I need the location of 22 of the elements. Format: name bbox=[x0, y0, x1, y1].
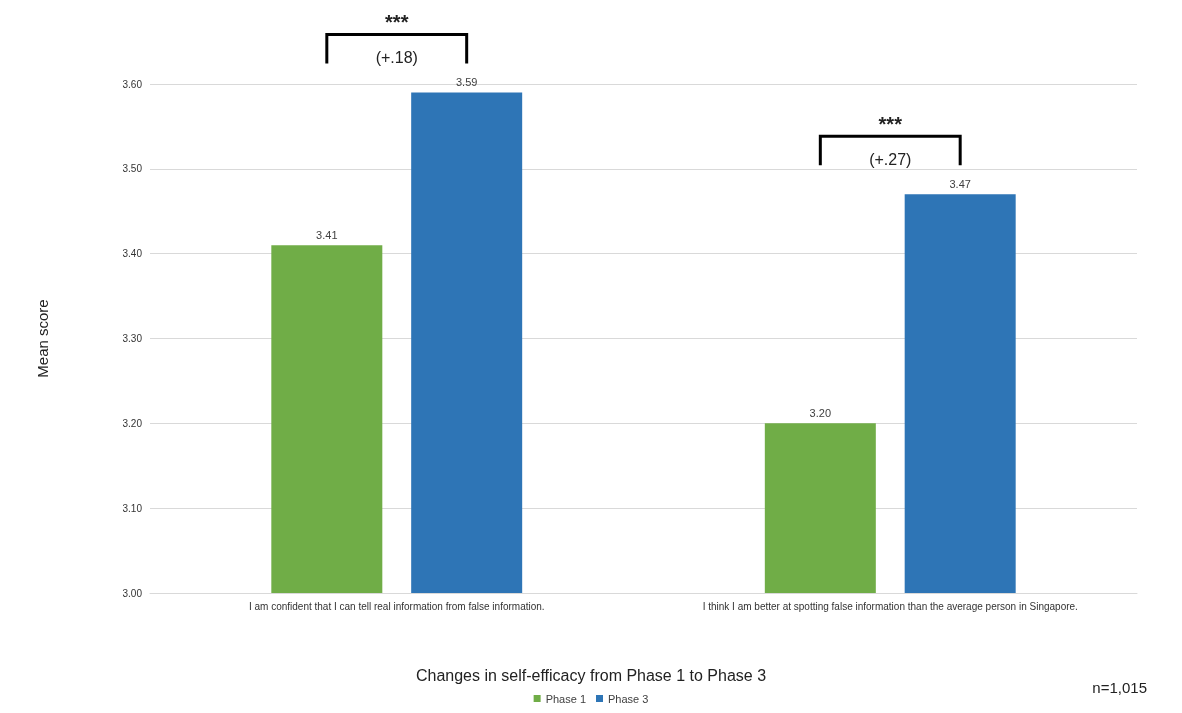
data-label: 3.20 bbox=[809, 406, 832, 419]
annotation: *** bbox=[878, 113, 903, 136]
y-tick-label: 3.50 bbox=[122, 163, 143, 175]
y-tick-label: 3.60 bbox=[122, 78, 143, 90]
y-tick-label: 3.10 bbox=[122, 502, 143, 514]
data-label: 3.47 bbox=[949, 177, 971, 190]
x-tick-label: I am confident that I can tell real information from false information. bbox=[248, 600, 545, 612]
data-label: 3.59 bbox=[455, 75, 478, 88]
x-tick-label: I think I am better at spotting false information than the average person in Singapore. bbox=[702, 600, 1078, 612]
y-tick-label: 3.30 bbox=[122, 333, 143, 344]
legend-label: Phase 3 bbox=[608, 692, 649, 705]
y-tick-label: 3.00 bbox=[122, 587, 143, 599]
y-axis-title: Mean score bbox=[34, 299, 51, 378]
y-tick-label: 3.40 bbox=[122, 248, 143, 260]
y-tick-label: 3.20 bbox=[122, 417, 143, 429]
data-label: 3.41 bbox=[316, 228, 338, 241]
x-axis-title: Changes in self-efficacy from Phase 1 to Phase 3 bbox=[415, 666, 767, 684]
text: n=1,015 bbox=[1092, 679, 1147, 696]
text: (+.18) bbox=[375, 49, 418, 67]
legend-label: Phase 1 bbox=[545, 692, 587, 705]
text: *** bbox=[385, 11, 409, 34]
annotation: (+.27) bbox=[869, 151, 912, 169]
